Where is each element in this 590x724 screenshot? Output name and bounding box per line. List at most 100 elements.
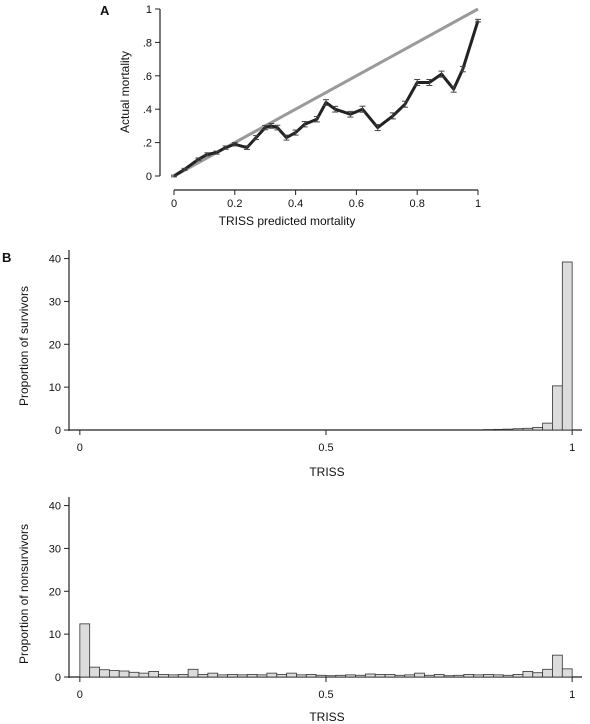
- error-bar: [313, 116, 320, 123]
- nonsurvivors-bar: [276, 674, 288, 678]
- error-bar: [231, 142, 238, 147]
- nonsurvivors-bar: [502, 674, 514, 678]
- nonsurvivors-bar: [207, 672, 219, 678]
- error-bar: [389, 112, 396, 120]
- nonsurvivors-bar: [197, 674, 209, 678]
- nonsurvivors-bar: [492, 674, 504, 678]
- nonsurvivors-bar: [552, 654, 563, 678]
- nonsurvivors-bar: [512, 674, 524, 678]
- error-bar: [450, 85, 457, 93]
- nonsurvivors-bar: [158, 674, 169, 678]
- panel-a-line-chart: A 0.2.4.6.810 0.2 0.4 0.6 0.8 1 TRISS predict…: [100, 3, 481, 228]
- panel-a-y-tick-label: 1: [146, 4, 152, 16]
- error-bar: [402, 100, 409, 108]
- nonsurvivors-bar: [374, 674, 386, 678]
- error-bar: [195, 157, 202, 162]
- nonsurvivors-y-tick-label: 30: [49, 543, 61, 555]
- nonsurvivors-x-tick-label: 1: [569, 689, 575, 701]
- nonsurvivors-bar: [118, 670, 130, 678]
- panel-a-y-tick-label: .2: [143, 138, 152, 150]
- nonsurvivors-bar: [79, 623, 91, 678]
- error-bar: [204, 152, 211, 157]
- panel-a-x-tick-label: 1: [475, 198, 481, 210]
- nonsurvivors-bar: [473, 674, 484, 678]
- panel-a-y-tick-label: 0: [146, 171, 152, 183]
- nonsurvivors-bar: [89, 666, 100, 678]
- panel-a-plot-area: [171, 7, 481, 178]
- nonsurvivors-bar: [394, 674, 406, 678]
- nonsurvivors-bar: [414, 672, 425, 678]
- survivors-x-tick-label: 1: [569, 442, 575, 454]
- panel-a-axes: 0.2.4.6.810 0.2 0.4 0.6 0.8 1: [143, 4, 481, 210]
- survivors-bar: [552, 385, 563, 431]
- panel-a-x-axis-label: TRISS predicted mortality: [219, 214, 356, 228]
- panel-a-y-axis-label: Actual mortality: [118, 51, 132, 133]
- error-bar: [438, 70, 445, 78]
- nonsurvivors-y-tick-label: 10: [49, 629, 61, 641]
- panel-a-x-tick-label: 0.8: [410, 198, 425, 210]
- nonsurvivors-axes: 0 10 20 30 40 0 0.5 1: [49, 497, 582, 701]
- nonsurvivors-bar: [227, 674, 238, 678]
- survivors-bar: [512, 428, 524, 431]
- survivors-histogram: 0 10 20 30 40 0 0.5 1 TRISS Proportion of survi…: [17, 250, 582, 479]
- panel-a-letter: A: [100, 3, 110, 18]
- panel-a-x-tick-label: 0.6: [349, 198, 364, 210]
- nonsurvivors-bar: [532, 672, 544, 678]
- error-bar: [323, 99, 329, 106]
- error-bar: [475, 18, 481, 23]
- survivors-bar: [492, 428, 504, 431]
- panel-a-y-tick-label: .6: [143, 71, 152, 83]
- nonsurvivors-bar: [236, 674, 248, 678]
- nonsurvivors-bars: [79, 623, 573, 678]
- nonsurvivors-bar: [355, 674, 366, 678]
- nonsurvivors-bar: [364, 673, 376, 678]
- error-bar: [292, 129, 299, 136]
- error-bar: [213, 150, 220, 155]
- nonsurvivors-y-tick-label: 20: [49, 586, 61, 598]
- nonsurvivors-bar: [315, 674, 327, 678]
- nonsurvivors-bar: [168, 674, 179, 678]
- nonsurvivors-bar: [128, 671, 140, 678]
- nonsurvivors-histogram: 0 10 20 30 40 0 0.5 1 TRISS Proportion of nonsu…: [17, 497, 582, 724]
- error-bar: [262, 124, 269, 131]
- survivors-x-tick-label: 0: [77, 442, 83, 454]
- survivors-y-tick-label: 20: [49, 339, 61, 351]
- error-bar: [222, 145, 229, 150]
- nonsurvivors-bar: [138, 672, 150, 678]
- survivors-bar: [522, 427, 534, 431]
- survivors-y-tick-label: 30: [49, 296, 61, 308]
- nonsurvivors-bar: [345, 674, 356, 678]
- nonsurvivors-bar: [463, 674, 475, 678]
- panel-a-x-tick-label: 0.4: [288, 198, 303, 210]
- nonsurvivors-bar: [148, 671, 160, 678]
- error-bar: [414, 78, 421, 86]
- nonsurvivors-y-tick-label: 0: [55, 672, 61, 684]
- survivors-y-tick-label: 0: [55, 425, 61, 437]
- error-bar: [243, 145, 250, 150]
- nonsurvivors-bar: [177, 674, 189, 678]
- error-bar: [459, 65, 466, 73]
- nonsurvivors-bar: [187, 668, 199, 678]
- nonsurvivors-bar: [305, 674, 317, 678]
- nonsurvivors-y-axis-label: Proportion of nonsurvivors: [17, 524, 31, 664]
- survivors-x-tick-label: 0.5: [318, 442, 333, 454]
- error-bar: [426, 78, 433, 86]
- nonsurvivors-bar: [246, 674, 258, 678]
- nonsurvivors-bar: [256, 674, 268, 678]
- nonsurvivors-bar: [99, 669, 110, 678]
- error-bar: [301, 121, 308, 128]
- nonsurvivors-bar: [266, 672, 278, 678]
- nonsurvivors-bar: [561, 668, 573, 678]
- nonsurvivors-bar: [433, 674, 445, 678]
- survivors-bar: [542, 422, 553, 431]
- error-bar: [347, 110, 354, 118]
- survivors-axes: 0 10 20 30 40 0 0.5 1: [49, 250, 582, 454]
- error-bar: [253, 135, 260, 141]
- error-bar: [181, 167, 188, 171]
- survivors-bar: [561, 261, 573, 431]
- error-bar: [274, 124, 281, 131]
- survivors-x-axis-label: TRISS: [309, 465, 344, 479]
- survivors-bar: [532, 427, 544, 431]
- nonsurvivors-bar: [286, 672, 297, 678]
